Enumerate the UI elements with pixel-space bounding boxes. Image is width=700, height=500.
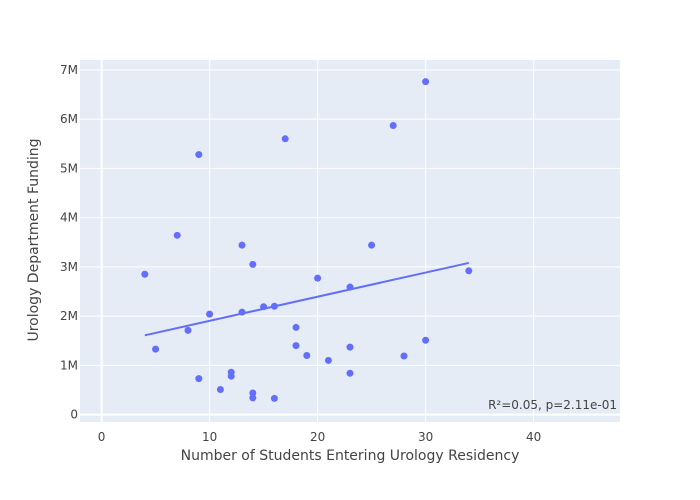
data-point [152, 345, 160, 353]
x-tick-label: 20 [310, 430, 325, 444]
plot-area [80, 60, 620, 422]
data-point [206, 310, 214, 318]
data-point [346, 343, 354, 351]
data-point [249, 260, 257, 268]
data-point [173, 231, 181, 239]
data-point [422, 78, 430, 86]
x-axis-ticks: 0 10 20 30 40 [98, 430, 541, 444]
data-point [389, 122, 397, 130]
data-point [216, 385, 224, 393]
gridlines [80, 60, 620, 422]
data-point [465, 267, 473, 275]
data-point [292, 323, 300, 331]
x-tick-label: 0 [98, 430, 106, 444]
data-point [141, 270, 149, 278]
y-tick-label: 7M [60, 63, 78, 77]
data-point [184, 326, 192, 334]
data-point [368, 241, 376, 249]
data-point [346, 283, 354, 291]
data-point [346, 369, 354, 377]
data-point [270, 302, 278, 310]
data-point [227, 372, 235, 380]
y-tick-label: 2M [60, 309, 78, 323]
data-point [270, 394, 278, 402]
y-tick-label: 0 [70, 408, 78, 422]
data-point [324, 356, 332, 364]
y-tick-label: 3M [60, 260, 78, 274]
y-tick-label: 1M [60, 358, 78, 372]
stats-annotation: R²=0.05, p=2.11e-01 [488, 398, 617, 412]
data-point [400, 352, 408, 360]
x-tick-label: 40 [526, 430, 541, 444]
x-tick-label: 10 [202, 430, 217, 444]
data-point [238, 241, 246, 249]
y-axis-ticks: 0 1M 2M 3M 4M 5M 6M 7M [60, 63, 78, 422]
data-point [195, 375, 203, 383]
data-point [249, 394, 257, 402]
data-point [422, 336, 430, 344]
y-tick-label: 5M [60, 161, 78, 175]
y-tick-label: 4M [60, 211, 78, 225]
data-point [238, 308, 246, 316]
data-point [314, 274, 322, 282]
data-point [281, 135, 289, 143]
y-tick-label: 6M [60, 112, 78, 126]
y-axis-title: Urology Department Funding [26, 138, 42, 341]
x-tick-label: 30 [418, 430, 433, 444]
data-point [260, 303, 268, 311]
data-points [141, 78, 473, 402]
trendline [144, 261, 470, 337]
data-point [303, 352, 311, 360]
data-point [292, 342, 300, 350]
x-axis-title: Number of Students Entering Urology Resi… [181, 448, 520, 464]
data-point [195, 151, 203, 159]
data-point [249, 389, 257, 397]
